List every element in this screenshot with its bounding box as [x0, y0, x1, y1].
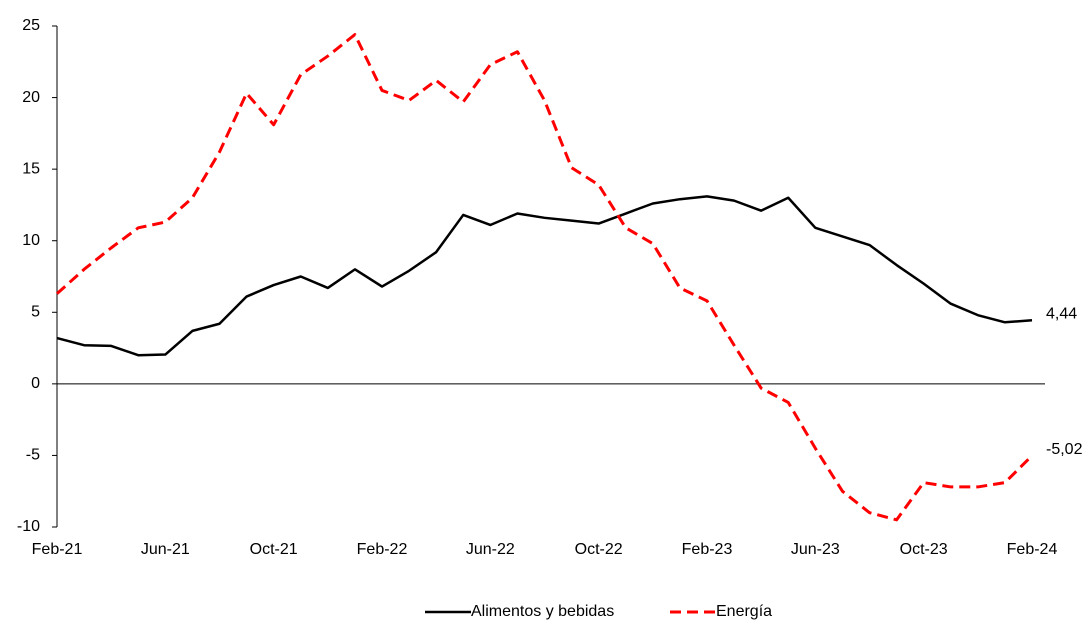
legend-label: Alimentos y bebidas: [471, 603, 614, 620]
x-tick-label: Feb-22: [357, 541, 408, 558]
data-label: -5,02: [1046, 441, 1083, 458]
x-tick-label: Oct-21: [250, 541, 298, 558]
x-tick-label: Oct-23: [900, 541, 948, 558]
y-tick-label: 20: [22, 89, 40, 106]
series-line: [56, 195, 1033, 357]
data-label: 4,44: [1046, 306, 1077, 323]
x-tick-label: Jun-21: [141, 541, 190, 558]
series-line: [55, 33, 1034, 522]
x-tick-label: Feb-21: [32, 541, 83, 558]
y-tick-label: 0: [31, 375, 40, 392]
y-tick-label: 5: [31, 304, 40, 321]
y-tick-label: -5: [26, 447, 40, 464]
x-tick-label: Oct-22: [575, 541, 623, 558]
y-tick-label: 15: [22, 160, 40, 177]
x-tick-label: Jun-22: [466, 541, 515, 558]
y-tick-label: 25: [22, 17, 40, 34]
y-tick-label: -10: [17, 518, 40, 535]
x-tick-label: Jun-23: [791, 541, 840, 558]
x-tick-label: Feb-24: [1007, 541, 1058, 558]
y-tick-label: 10: [22, 232, 40, 249]
legend-label: Energía: [716, 603, 772, 620]
x-tick-label: Feb-23: [682, 541, 733, 558]
